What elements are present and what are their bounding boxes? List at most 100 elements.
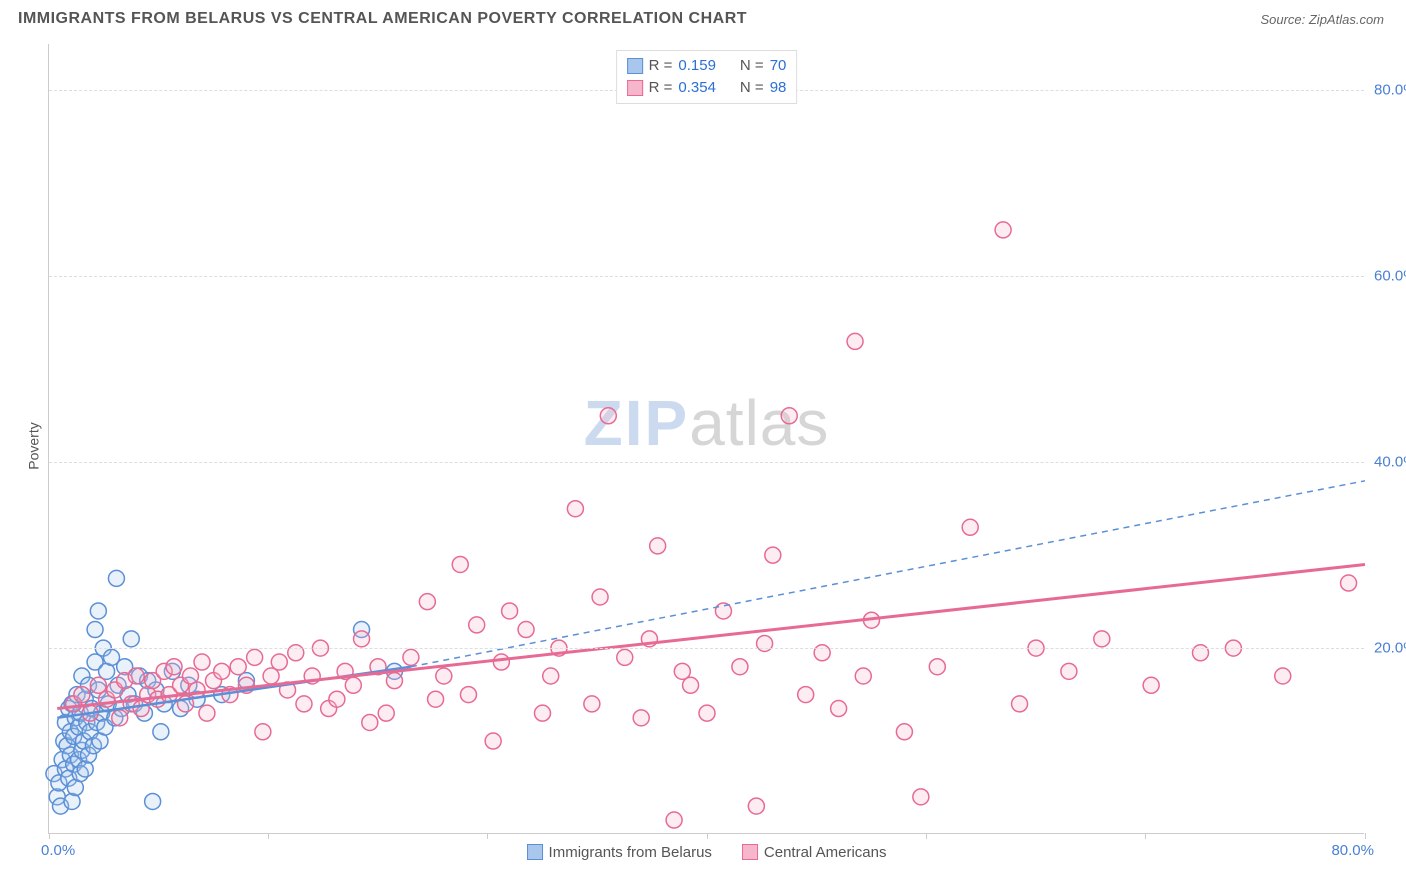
scatter-point — [108, 570, 124, 586]
legend-r-label: R = — [649, 55, 673, 77]
legend-swatch — [627, 58, 643, 74]
scatter-point — [699, 705, 715, 721]
trend-line — [57, 564, 1365, 708]
scatter-point — [452, 556, 468, 572]
scatter-point — [584, 696, 600, 712]
scatter-point — [518, 622, 534, 638]
scatter-point — [403, 649, 419, 665]
y-tick-label: 80.0% — [1366, 82, 1406, 99]
plot-area: ZIPatlas 20.0%40.0%60.0%80.0% 0.0% 80.0%… — [48, 44, 1364, 834]
series-legend: Immigrants from Belarus Central Americans — [527, 844, 887, 861]
x-tick-mark — [707, 833, 708, 839]
scatter-point — [123, 631, 139, 647]
scatter-point — [469, 617, 485, 633]
scatter-point — [600, 408, 616, 424]
legend-swatch — [742, 844, 758, 860]
y-axis-label: Poverty — [26, 422, 42, 469]
scatter-point — [493, 654, 509, 670]
scatter-point — [929, 659, 945, 675]
scatter-point — [419, 594, 435, 610]
scatter-point — [535, 705, 551, 721]
correlation-legend: R = 0.159 N = 70 R = 0.354 N = 98 — [616, 50, 798, 104]
scatter-point — [428, 691, 444, 707]
scatter-point — [502, 603, 518, 619]
x-tick-mark — [926, 833, 927, 839]
y-tick-label: 60.0% — [1366, 268, 1406, 285]
chart-title: IMMIGRANTS FROM BELARUS VS CENTRAL AMERI… — [18, 10, 747, 28]
scatter-point — [543, 668, 559, 684]
legend-r-value: 0.159 — [678, 55, 716, 77]
legend-n-value: 98 — [770, 77, 787, 99]
scatter-point — [345, 677, 361, 693]
gridline-y — [49, 462, 1364, 463]
scatter-point — [247, 649, 263, 665]
scatter-point — [271, 654, 287, 670]
scatter-point — [436, 668, 452, 684]
scatter-point — [485, 733, 501, 749]
legend-item: Central Americans — [742, 844, 887, 861]
source-credit: Source: ZipAtlas.com — [1260, 12, 1384, 27]
legend-swatch — [527, 844, 543, 860]
legend-r-label: R = — [649, 77, 673, 99]
gridline-y — [49, 648, 1364, 649]
x-axis-max-label: 80.0% — [1331, 842, 1374, 859]
x-tick-mark — [49, 833, 50, 839]
scatter-point — [128, 668, 144, 684]
scatter-point — [362, 714, 378, 730]
scatter-point — [913, 789, 929, 805]
legend-n-label: N = — [740, 55, 764, 77]
scatter-point — [214, 663, 230, 679]
scatter-point — [831, 701, 847, 717]
scatter-point — [354, 631, 370, 647]
scatter-point — [329, 691, 345, 707]
scatter-point — [896, 724, 912, 740]
legend-label: Central Americans — [764, 844, 887, 861]
legend-n-value: 70 — [770, 55, 787, 77]
legend-row: R = 0.354 N = 98 — [627, 77, 787, 99]
y-tick-label: 40.0% — [1366, 454, 1406, 471]
legend-row: R = 0.159 N = 70 — [627, 55, 787, 77]
scatter-point — [633, 710, 649, 726]
scatter-point — [1061, 663, 1077, 679]
scatter-point — [1341, 575, 1357, 591]
scatter-point — [87, 622, 103, 638]
scatter-point — [166, 659, 182, 675]
legend-item: Immigrants from Belarus — [527, 844, 712, 861]
scatter-point — [847, 333, 863, 349]
scatter-point — [296, 696, 312, 712]
scatter-point — [112, 710, 128, 726]
x-tick-mark — [1365, 833, 1366, 839]
scatter-point — [855, 668, 871, 684]
x-tick-mark — [487, 833, 488, 839]
x-tick-mark — [268, 833, 269, 839]
scatter-point — [230, 659, 246, 675]
x-axis-origin-label: 0.0% — [41, 842, 75, 859]
scatter-point — [255, 724, 271, 740]
scatter-svg — [49, 44, 1364, 833]
scatter-point — [748, 798, 764, 814]
scatter-point — [650, 538, 666, 554]
scatter-point — [194, 654, 210, 670]
scatter-point — [995, 222, 1011, 238]
gridline-y — [49, 276, 1364, 277]
scatter-point — [378, 705, 394, 721]
scatter-point — [189, 682, 205, 698]
scatter-point — [962, 519, 978, 535]
scatter-point — [781, 408, 797, 424]
scatter-point — [1012, 696, 1028, 712]
legend-n-label: N = — [740, 77, 764, 99]
x-tick-mark — [1145, 833, 1146, 839]
scatter-point — [1094, 631, 1110, 647]
trend-line-dashed — [411, 481, 1365, 667]
scatter-point — [460, 687, 476, 703]
scatter-point — [666, 812, 682, 828]
legend-r-value: 0.354 — [678, 77, 716, 99]
scatter-point — [1275, 668, 1291, 684]
scatter-point — [74, 687, 90, 703]
scatter-point — [153, 724, 169, 740]
scatter-point — [765, 547, 781, 563]
scatter-point — [592, 589, 608, 605]
scatter-point — [617, 649, 633, 665]
scatter-point — [386, 673, 402, 689]
y-tick-label: 20.0% — [1366, 640, 1406, 657]
